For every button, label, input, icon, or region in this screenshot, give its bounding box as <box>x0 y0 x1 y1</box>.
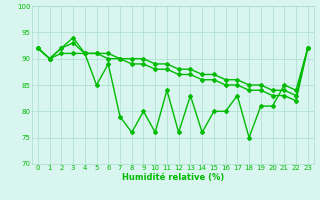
X-axis label: Humidité relative (%): Humidité relative (%) <box>122 173 224 182</box>
